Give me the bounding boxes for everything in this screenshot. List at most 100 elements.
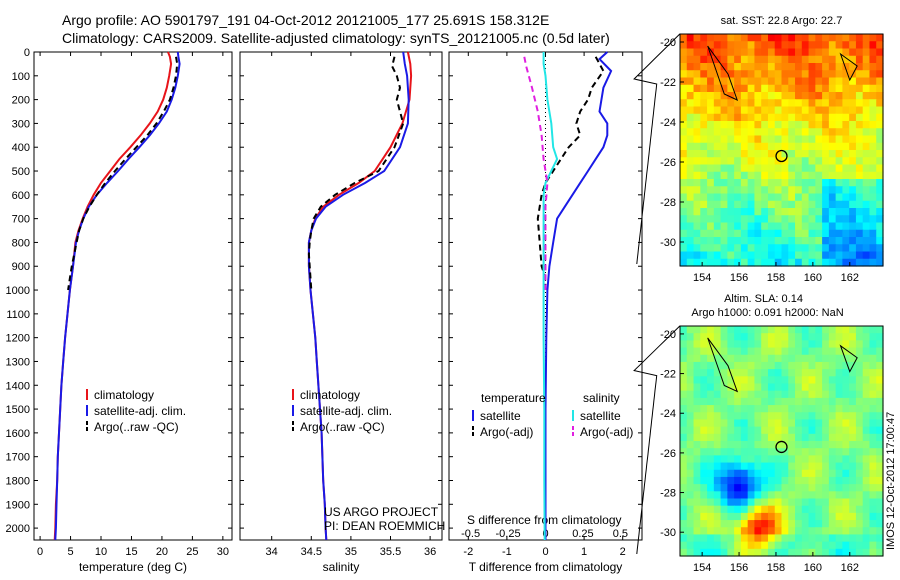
map-cell xyxy=(727,433,735,442)
map-cell xyxy=(740,433,749,442)
map-cell xyxy=(815,369,823,377)
map-cell xyxy=(828,369,837,377)
map-cell xyxy=(835,41,843,50)
map-cell xyxy=(734,498,742,507)
map-cell xyxy=(686,55,695,64)
map-cell xyxy=(815,433,823,442)
map-cell xyxy=(788,469,796,478)
map-cell xyxy=(713,258,722,267)
map-cell xyxy=(835,63,843,71)
map-cell xyxy=(767,63,776,71)
map-cell xyxy=(855,534,864,543)
x-tick-label: 35.5 xyxy=(380,546,401,558)
map-cell xyxy=(781,369,789,377)
map-cell xyxy=(849,491,857,500)
map-cell xyxy=(855,215,864,224)
map-cell xyxy=(869,135,877,144)
map-cell xyxy=(707,229,715,238)
map-cell xyxy=(869,448,877,456)
map-cell xyxy=(761,441,769,449)
map-cell xyxy=(680,142,688,151)
map-cell xyxy=(801,128,810,137)
map-cell xyxy=(747,390,756,399)
map-cell xyxy=(767,361,776,370)
map-cell xyxy=(761,237,769,245)
map-cell xyxy=(727,208,735,216)
map-cell xyxy=(700,106,708,115)
map-cell xyxy=(734,347,742,356)
map-cell xyxy=(720,222,728,231)
map-cell xyxy=(876,48,884,57)
map-cell xyxy=(801,484,810,492)
map-cell xyxy=(788,354,796,363)
map-cell xyxy=(876,164,884,173)
map-cell xyxy=(788,548,796,557)
map-cell xyxy=(795,150,803,158)
depth-tick-label: 500 xyxy=(12,166,30,178)
map-cell xyxy=(801,164,810,173)
map-cell xyxy=(822,397,830,406)
map-cell xyxy=(822,84,830,93)
map-cell xyxy=(761,383,769,392)
map-cell xyxy=(808,405,816,413)
map-cell xyxy=(815,229,823,238)
map-cell xyxy=(700,179,708,187)
map-cell xyxy=(822,469,830,478)
map-cell xyxy=(774,491,783,500)
map-cell xyxy=(720,237,728,245)
map-cell xyxy=(828,70,837,79)
map-cell xyxy=(713,476,722,485)
map-cell xyxy=(801,419,810,428)
map-cell xyxy=(781,448,789,456)
map-cell xyxy=(835,354,843,363)
map-cell xyxy=(700,77,708,86)
map-cell xyxy=(727,484,735,492)
map-cell xyxy=(781,215,789,224)
map-cell xyxy=(862,347,871,356)
map-cell xyxy=(876,99,884,108)
map-cell xyxy=(869,70,877,79)
map-cell xyxy=(740,512,749,521)
map-cell xyxy=(835,462,843,471)
map-cell xyxy=(855,491,864,500)
map-cell xyxy=(680,354,688,363)
map-cell xyxy=(828,376,837,385)
map-cell xyxy=(828,484,837,492)
map-cell xyxy=(842,63,850,71)
map-cell xyxy=(747,55,756,64)
map-cell xyxy=(734,369,742,377)
map-cell xyxy=(808,92,816,100)
map-cell xyxy=(693,433,701,442)
map-cell xyxy=(788,476,796,485)
map-cell xyxy=(686,527,695,536)
map-cell xyxy=(822,48,830,57)
map-cell xyxy=(740,405,749,413)
map-cell xyxy=(822,135,830,144)
map-cell xyxy=(781,222,789,231)
map-cell xyxy=(720,405,728,413)
map-cell xyxy=(720,361,728,370)
map-cell xyxy=(815,426,823,435)
map-cell xyxy=(713,326,722,334)
map-cell xyxy=(795,55,803,64)
map-cell xyxy=(795,200,803,209)
map-cell xyxy=(849,229,857,238)
map-cell xyxy=(781,419,789,428)
map-cell xyxy=(808,433,816,442)
map-cell xyxy=(842,369,850,377)
map-cell xyxy=(781,70,789,79)
x-tick-label: 0 xyxy=(37,546,43,558)
map-cell xyxy=(740,106,749,115)
map-cell xyxy=(686,251,695,260)
lon-tick-label: 160 xyxy=(804,562,822,574)
map-cell xyxy=(862,215,871,224)
map-title-line-1: Altim. SLA: 0.14 xyxy=(724,293,803,305)
map-cell xyxy=(693,534,701,543)
map-cell xyxy=(774,541,783,550)
x-tick-label: 10 xyxy=(95,546,107,558)
map-cell xyxy=(869,200,877,209)
map-cell xyxy=(828,491,837,500)
map-cell xyxy=(740,128,749,137)
map-cell xyxy=(740,215,749,224)
